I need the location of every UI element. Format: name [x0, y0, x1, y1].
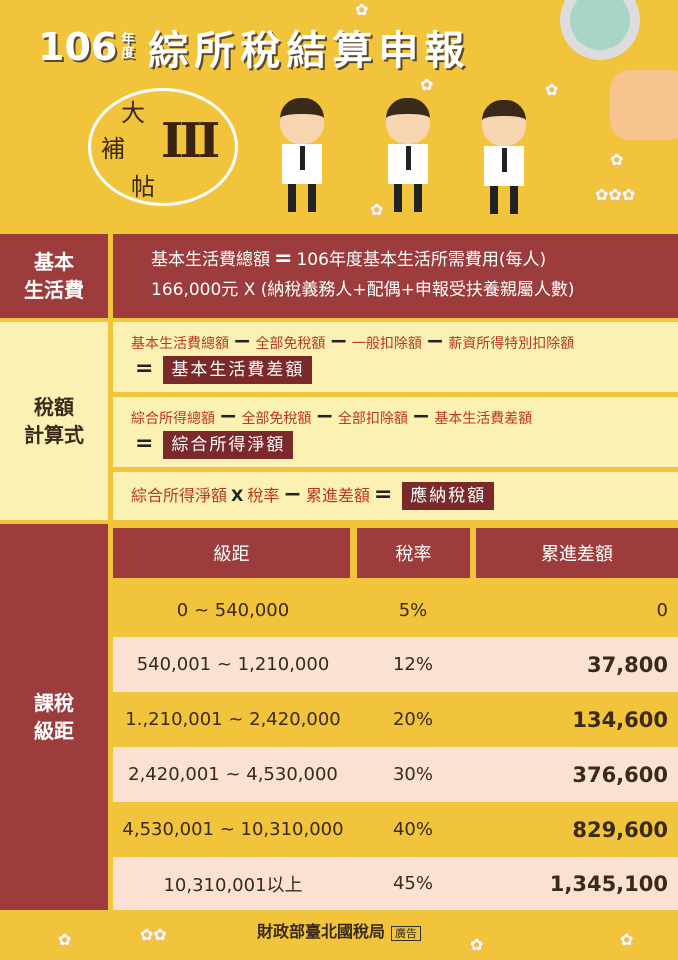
cell-rate: 40% [392, 819, 433, 840]
formula-term: 全部免稅額 [241, 411, 312, 427]
magnifier-illustration [545, 0, 655, 75]
equals-sign: = [135, 431, 154, 456]
formula-term: 全部免稅額 [255, 336, 326, 352]
header-diff: 累進差額 [476, 528, 678, 578]
table-row: 2,420,001 ~ 4,530,000 30% 376,600 [113, 747, 678, 802]
formula-term: 一般扣除額 [351, 336, 422, 352]
formula-result: 應納稅額 [402, 482, 495, 510]
minus-sign: − [233, 329, 252, 354]
table-row: 1.,210,001 ~ 2,420,000 20% 134,600 [113, 692, 678, 747]
flower-icon: ✿ [58, 930, 72, 949]
formula-term: 累進差額 [305, 486, 370, 505]
equals-sign: = [135, 356, 154, 381]
equals-sign: = [274, 246, 293, 271]
cell-diff: 829,600 [572, 817, 668, 842]
cell-diff: 0 [656, 600, 668, 621]
page-title: 106 年度 綜所稅結算申報 [38, 18, 470, 76]
bubble-char: 補 [101, 135, 125, 163]
character-illustration [272, 98, 332, 218]
flower-icon: ✿✿ [140, 925, 167, 944]
minus-sign: − [315, 404, 334, 429]
formula-term: 106年度基本生活所需費用(每人) [296, 250, 547, 270]
cell-range: 4,530,001 ~ 10,310,000 [122, 819, 344, 840]
tax-formula-label: 稅額 計算式 [0, 322, 108, 520]
formula-term: 薪資所得特別扣除額 [448, 336, 575, 352]
bubble-char: 帖 [131, 173, 155, 201]
flower-icon: ✿ [355, 0, 369, 19]
basic-living-formula: 基本生活費總額 = 106年度基本生活所需費用(每人) 166,000元 X (納稅… [113, 234, 678, 318]
ad-badge: 廣告 [391, 926, 421, 941]
flower-icon: ✿ [620, 930, 634, 949]
flower-icon: ✿ [470, 935, 484, 954]
formula-result: 基本生活費差額 [163, 356, 313, 384]
equals-sign: = [373, 482, 393, 507]
minus-sign: − [411, 404, 431, 429]
label-line: 計算式 [24, 423, 84, 447]
formula-result: 綜合所得淨額 [163, 431, 294, 459]
cell-rate: 20% [392, 709, 433, 730]
flower-icon: ✿ [370, 200, 384, 219]
formula-line: 166,000元 X (納稅義務人+配偶+申報受扶養親屬人數) [151, 280, 575, 300]
table-row: 0 ~ 540,000 5% 0 [113, 583, 678, 638]
formula-term: 基本生活費差額 [434, 411, 533, 427]
cell-range: 10,310,001以上 [163, 874, 303, 896]
speech-bubble: 大 補 帖 III [88, 88, 238, 206]
flower-icon: ✿ [610, 150, 624, 169]
title-text: 綜所稅結算申報 [148, 28, 471, 74]
character-illustration [474, 100, 534, 220]
table-row: 540,001 ~ 1,210,000 12% 37,800 [113, 637, 678, 692]
formula-term: 綜合所得淨額 [131, 486, 228, 505]
header-rate: 稅率 [357, 528, 470, 578]
year: 106 [38, 25, 118, 69]
cell-rate: 12% [392, 654, 433, 675]
year-unit: 年度 [121, 33, 134, 61]
bubble-char: 大 [121, 99, 145, 127]
label-line: 生活費 [24, 278, 84, 302]
formula-2: 綜合所得總額 − 全部免稅額 − 全部扣除額 − 基本生活費差額 = 綜合所得淨額 [113, 397, 678, 467]
cell-rate: 30% [392, 764, 433, 785]
formula-1: 基本生活費總額 − 全部免稅額 − 一般扣除額 − 薪資所得特別扣除額 = 基本生活費差額 [113, 322, 678, 392]
cell-range: 540,001 ~ 1,210,000 [136, 654, 330, 675]
formula-term: 全部扣除額 [337, 411, 408, 427]
footer: 財政部臺北國稅局 廣告 [0, 918, 678, 942]
cell-range: 1.,210,001 ~ 2,420,000 [125, 709, 341, 730]
times-sign: X [231, 486, 244, 505]
cell-range: 2,420,001 ~ 4,530,000 [128, 764, 338, 785]
label-line: 稅額 [34, 395, 74, 419]
cell-rate: 5% [398, 600, 428, 621]
cell-rate: 45% [392, 873, 433, 894]
flower-icon: ✿✿✿ [595, 185, 636, 204]
table-row: 4,530,001 ~ 10,310,000 40% 829,600 [113, 802, 678, 857]
label-line: 基本 [34, 250, 74, 274]
minus-sign: − [425, 329, 445, 354]
minus-sign: − [219, 404, 238, 429]
formula-term: 綜合所得總額 [131, 411, 215, 427]
cell-diff: 37,800 [586, 652, 668, 677]
cell-diff: 376,600 [572, 762, 668, 787]
cell-range: 0 ~ 540,000 [176, 600, 290, 621]
year-unit-1: 年 [121, 32, 135, 47]
header-bracket: 級距 [113, 528, 350, 578]
minus-sign: − [329, 329, 348, 354]
brackets-label: 課稅 級距 [0, 524, 108, 910]
formula-term: 基本生活費總額 [151, 250, 270, 270]
label-line: 課稅 [34, 691, 74, 715]
flower-icon: ✿ [545, 80, 559, 99]
bubble-roman: III [161, 113, 220, 169]
table-row: 10,310,001以上 45% 1,345,100 [113, 857, 678, 910]
minus-sign: − [283, 482, 302, 507]
cell-diff: 1,345,100 [549, 871, 668, 896]
character-illustration [378, 98, 438, 218]
formula-3: 綜合所得淨額 X 稅率 − 累進差額 = 應納稅額 [113, 472, 678, 520]
footer-org: 財政部臺北國稅局 [256, 922, 385, 941]
label-line: 級距 [34, 719, 74, 743]
year-unit-2: 度 [121, 46, 135, 61]
basic-living-label: 基本 生活費 [0, 234, 108, 318]
hand-illustration [610, 70, 678, 140]
flower-icon: ✿ [420, 75, 434, 94]
formula-term: 稅率 [247, 486, 280, 505]
cell-diff: 134,600 [572, 707, 668, 732]
formula-term: 基本生活費總額 [131, 336, 229, 352]
